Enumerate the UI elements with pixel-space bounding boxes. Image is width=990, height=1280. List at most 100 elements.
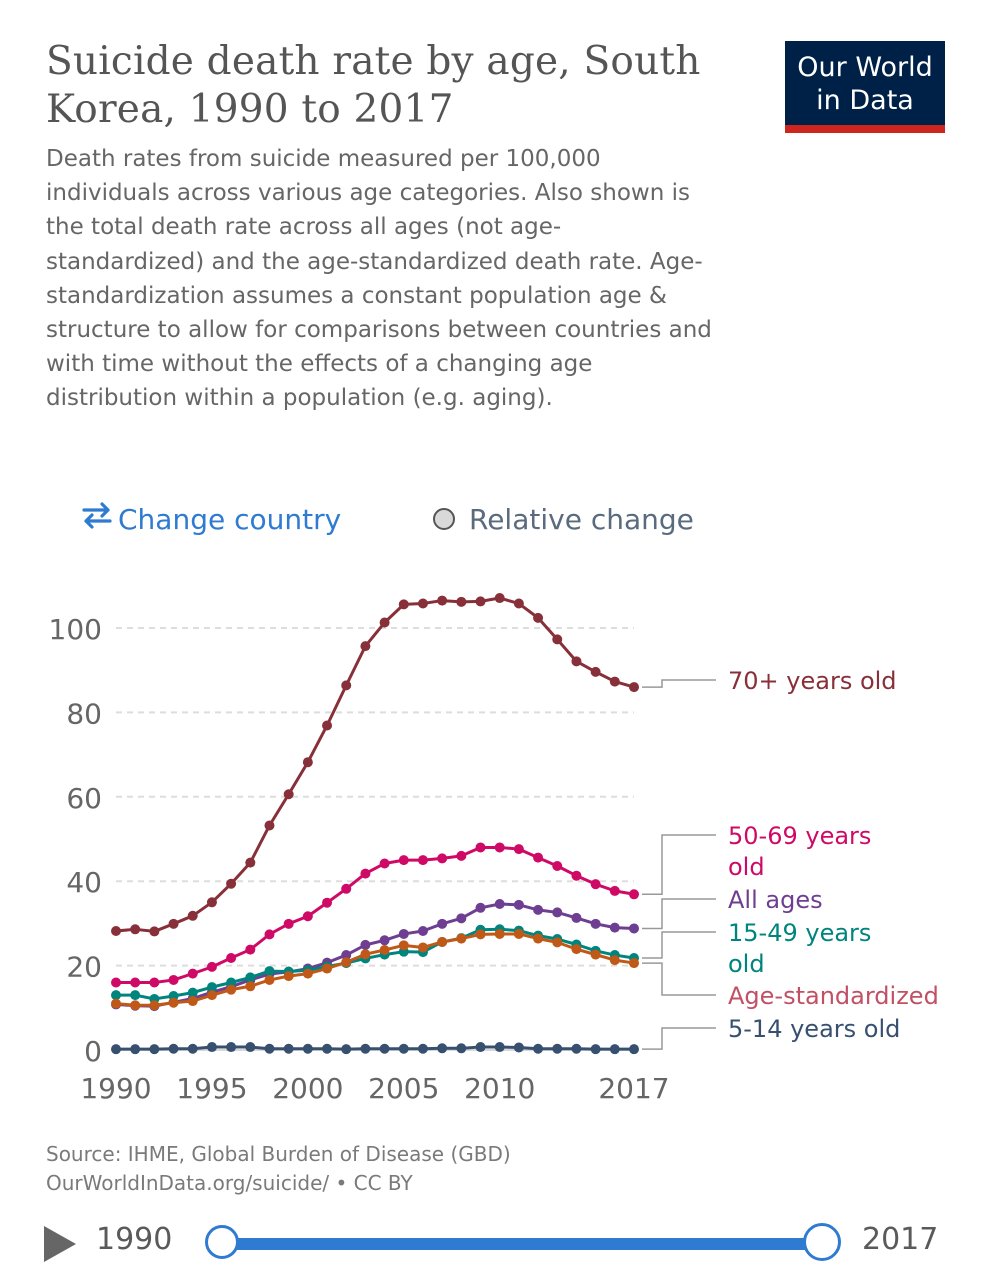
data-point[interactable] — [149, 977, 160, 988]
data-point[interactable] — [264, 1043, 275, 1054]
data-point[interactable] — [417, 855, 428, 866]
data-point[interactable] — [590, 666, 601, 677]
data-point[interactable] — [206, 961, 217, 972]
data-point[interactable] — [609, 676, 620, 687]
data-point[interactable] — [456, 596, 467, 607]
data-point[interactable] — [322, 897, 333, 908]
data-point[interactable] — [379, 944, 390, 955]
data-point[interactable] — [187, 987, 198, 998]
data-point[interactable] — [302, 911, 313, 922]
data-point[interactable] — [513, 899, 524, 910]
data-point[interactable] — [629, 958, 639, 969]
data-point[interactable] — [456, 913, 467, 924]
data-point[interactable] — [168, 1043, 179, 1054]
timeline-end-handle[interactable] — [803, 1223, 841, 1261]
data-point[interactable] — [149, 1000, 160, 1011]
data-point[interactable] — [571, 1043, 582, 1054]
data-point[interactable] — [360, 939, 371, 950]
legend-label[interactable]: 15-49 years — [728, 919, 871, 947]
data-point[interactable] — [609, 1044, 620, 1055]
data-point[interactable] — [552, 1043, 563, 1054]
data-point[interactable] — [206, 990, 217, 1001]
data-point[interactable] — [398, 599, 409, 610]
data-point[interactable] — [130, 1000, 141, 1011]
data-point[interactable] — [187, 1043, 198, 1054]
data-point[interactable] — [360, 949, 371, 960]
data-point[interactable] — [456, 850, 467, 861]
data-point[interactable] — [245, 972, 256, 983]
data-point[interactable] — [475, 842, 486, 853]
data-point[interactable] — [302, 968, 313, 979]
data-point[interactable] — [187, 968, 198, 979]
data-point[interactable] — [475, 596, 486, 607]
data-point[interactable] — [130, 924, 141, 935]
data-point[interactable] — [437, 918, 448, 929]
source-line-2[interactable]: OurWorldInData.org/suicide/ • CC BY — [46, 1171, 413, 1195]
data-point[interactable] — [111, 998, 121, 1009]
data-point[interactable] — [437, 853, 448, 864]
data-point[interactable] — [398, 855, 409, 866]
data-point[interactable] — [168, 918, 179, 929]
legend-label[interactable]: All ages — [728, 886, 823, 914]
data-point[interactable] — [226, 977, 237, 988]
data-point[interactable] — [590, 918, 601, 929]
data-point[interactable] — [168, 997, 179, 1008]
data-point[interactable] — [264, 974, 275, 985]
data-point[interactable] — [590, 1044, 601, 1055]
data-point[interactable] — [302, 1043, 313, 1054]
data-point[interactable] — [398, 940, 409, 951]
data-point[interactable] — [111, 925, 121, 936]
play-icon[interactable] — [44, 1226, 76, 1262]
data-point[interactable] — [494, 842, 505, 853]
data-point[interactable] — [111, 990, 121, 1001]
timeline-start-handle[interactable] — [205, 1225, 239, 1259]
data-point[interactable] — [302, 757, 313, 768]
legend-label[interactable]: old — [728, 853, 765, 881]
legend-label[interactable]: Age-standardized — [728, 982, 939, 1010]
data-point[interactable] — [360, 868, 371, 879]
data-point[interactable] — [226, 953, 237, 964]
data-point[interactable] — [475, 1042, 486, 1053]
data-point[interactable] — [130, 977, 141, 988]
data-point[interactable] — [437, 1043, 448, 1054]
data-point[interactable] — [398, 928, 409, 939]
data-point[interactable] — [609, 922, 620, 933]
data-point[interactable] — [629, 682, 639, 693]
data-point[interactable] — [417, 1043, 428, 1054]
data-point[interactable] — [226, 984, 237, 995]
data-point[interactable] — [379, 617, 390, 628]
series-line-2[interactable] — [115, 902, 635, 1008]
data-point[interactable] — [494, 898, 505, 909]
data-point[interactable] — [341, 883, 352, 894]
data-point[interactable] — [533, 612, 544, 623]
data-point[interactable] — [417, 925, 428, 936]
timeline-track[interactable] — [222, 1238, 820, 1250]
legend-label[interactable]: 5-14 years old — [728, 1015, 900, 1043]
data-point[interactable] — [226, 878, 237, 889]
data-point[interactable] — [590, 949, 601, 960]
series-line-4[interactable] — [115, 932, 635, 1007]
data-point[interactable] — [111, 1044, 121, 1055]
data-point[interactable] — [379, 1043, 390, 1054]
data-point[interactable] — [264, 929, 275, 940]
data-point[interactable] — [149, 926, 160, 937]
relative-change-toggle[interactable]: Relative change — [433, 498, 694, 542]
data-point[interactable] — [437, 936, 448, 947]
data-point[interactable] — [187, 996, 198, 1007]
data-point[interactable] — [494, 1042, 505, 1053]
radio-icon[interactable] — [433, 508, 455, 530]
data-point[interactable] — [149, 1044, 160, 1055]
data-point[interactable] — [379, 935, 390, 946]
data-point[interactable] — [552, 907, 563, 918]
legend-label[interactable]: 50-69 years — [728, 822, 871, 850]
series-line-1[interactable] — [116, 845, 635, 984]
data-point[interactable] — [187, 910, 198, 921]
data-point[interactable] — [341, 680, 352, 691]
data-point[interactable] — [130, 990, 141, 1001]
data-point[interactable] — [533, 933, 544, 944]
data-point[interactable] — [398, 1043, 409, 1054]
data-point[interactable] — [264, 820, 275, 831]
data-point[interactable] — [629, 923, 639, 934]
series-line-0[interactable] — [115, 596, 635, 933]
data-point[interactable] — [417, 942, 428, 953]
